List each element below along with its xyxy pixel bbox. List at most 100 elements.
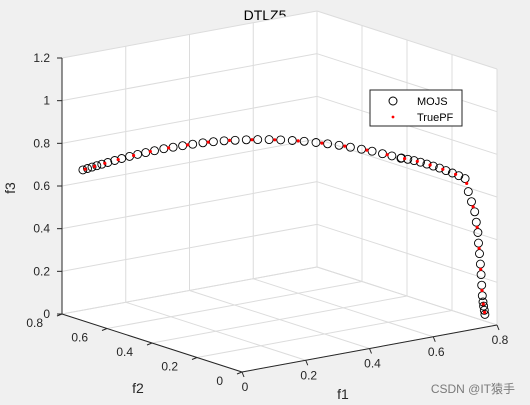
data-point-mojs — [253, 135, 263, 145]
gridline-z-wall-xz — [61, 266, 318, 315]
x-tick-label: 0 — [242, 380, 249, 394]
data-point-mojs — [92, 161, 102, 171]
x-tick-label: 0.4 — [364, 357, 381, 371]
data-marks — [78, 135, 490, 319]
data-point-truepf — [343, 144, 347, 148]
data-point-mojs — [470, 207, 480, 217]
legend[interactable]: MOJS TruePF — [369, 89, 463, 127]
gridline-z-wall-yz — [316, 181, 498, 241]
y-tick-mark — [101, 328, 108, 331]
x-tick-label: 0.6 — [428, 345, 445, 359]
data-point-truepf — [206, 140, 210, 144]
x-tick-mark — [305, 360, 309, 366]
data-point-mojs — [299, 136, 309, 146]
gridline-y-floor — [151, 295, 408, 344]
data-point-truepf — [250, 138, 254, 142]
gridline-z-wall-xz — [61, 181, 318, 230]
data-point-mojs — [367, 146, 377, 156]
data-point-truepf — [428, 163, 432, 167]
gridline-y-floor — [106, 281, 363, 329]
data-point-truepf — [167, 146, 171, 150]
y-tick-mark — [146, 342, 153, 346]
data-point-truepf — [480, 288, 484, 292]
data-point-mojs — [467, 197, 476, 207]
x-tick-mark — [432, 336, 436, 342]
y-tick-label: 0.4 — [116, 345, 133, 359]
gridline-z-wall-yz — [316, 53, 498, 113]
legend-mojs-marker — [388, 96, 398, 106]
gridline-z-wall-yz — [316, 10, 498, 70]
z-tick-label: 0.2 — [33, 264, 50, 278]
data-point-mojs — [287, 136, 297, 145]
data-point-truepf — [186, 143, 190, 147]
legend-box — [369, 89, 463, 127]
data-point-mojs — [276, 135, 286, 145]
data-point-truepf — [441, 167, 445, 171]
gridline-y-floor — [196, 310, 453, 358]
gridline-z-wall-xz — [61, 53, 318, 102]
data-point-truepf — [273, 138, 277, 142]
data-point-mojs — [357, 144, 366, 154]
watermark: CSDN @IT猿手 — [431, 381, 515, 396]
data-point-truepf — [148, 149, 152, 154]
y-tick-label: 0.8 — [26, 316, 43, 330]
gridline-z-wall-xz — [61, 223, 318, 272]
data-point-mojs — [334, 140, 344, 150]
data-point-mojs — [83, 164, 92, 173]
data-point-mojs — [311, 138, 321, 147]
data-point-truepf — [403, 157, 407, 161]
data-point-truepf — [296, 139, 300, 143]
z-tick-label: 0.8 — [33, 136, 50, 150]
data-point-truepf — [475, 225, 479, 229]
data-point-mojs — [460, 174, 470, 184]
y-axis-label: f2 — [132, 380, 144, 396]
data-point-mojs — [479, 301, 489, 311]
data-point-truepf — [320, 141, 324, 145]
x-tick-mark — [241, 371, 245, 378]
data-point-truepf — [228, 138, 232, 142]
data-point-truepf — [132, 153, 136, 158]
data-point-truepf — [454, 172, 458, 176]
legend-truepf-marker — [391, 115, 395, 119]
data-point-mojs — [478, 297, 488, 307]
y-tick-mark — [236, 371, 243, 375]
legend-truepf-label: TruePF — [417, 112, 454, 124]
z-tick-label: 0.4 — [33, 222, 50, 236]
y-tick-label: 0 — [216, 374, 223, 388]
data-point-mojs — [78, 165, 88, 175]
data-point-mojs — [479, 305, 489, 315]
z-axis-label: f3 — [2, 182, 18, 194]
data-point-mojs — [480, 309, 490, 319]
data-point-mojs — [264, 135, 274, 145]
x-tick-label: 0.8 — [492, 333, 509, 347]
data-point-truepf — [481, 302, 485, 306]
data-point-mojs — [463, 187, 473, 197]
z-tick-label: 0.6 — [33, 179, 50, 193]
data-point-truepf — [103, 161, 107, 165]
z-tick-label: 1.2 — [33, 51, 50, 65]
y-tick-label: 0.2 — [161, 360, 178, 374]
data-point-mojs — [241, 135, 251, 145]
axes-3d: 00.20.40.60.800.20.40.60.800.20.40.60.81… — [26, 10, 509, 394]
x-tick-label: 0.2 — [300, 368, 317, 382]
x-tick-mark — [369, 348, 372, 354]
data-point-truepf — [471, 205, 475, 209]
z-tick-label: 1 — [43, 94, 50, 108]
data-point-truepf — [465, 181, 469, 185]
gridline-z-wall-yz — [316, 223, 498, 283]
y-tick-mark — [191, 357, 198, 360]
data-point-mojs — [323, 139, 333, 149]
data-point-truepf — [479, 267, 483, 271]
data-point-mojs — [441, 166, 451, 176]
data-point-truepf — [477, 246, 481, 250]
data-point-mojs — [454, 171, 464, 181]
data-point-truepf — [83, 167, 87, 171]
data-point-mojs — [345, 142, 355, 152]
data-point-mojs — [87, 162, 97, 172]
gridline-z-wall-xz — [61, 10, 318, 59]
gridline-z-wall-yz — [316, 266, 498, 326]
y-tick-label: 0.6 — [71, 331, 88, 345]
data-point-truepf — [415, 159, 419, 163]
gridline-z-wall-xz — [61, 138, 318, 187]
